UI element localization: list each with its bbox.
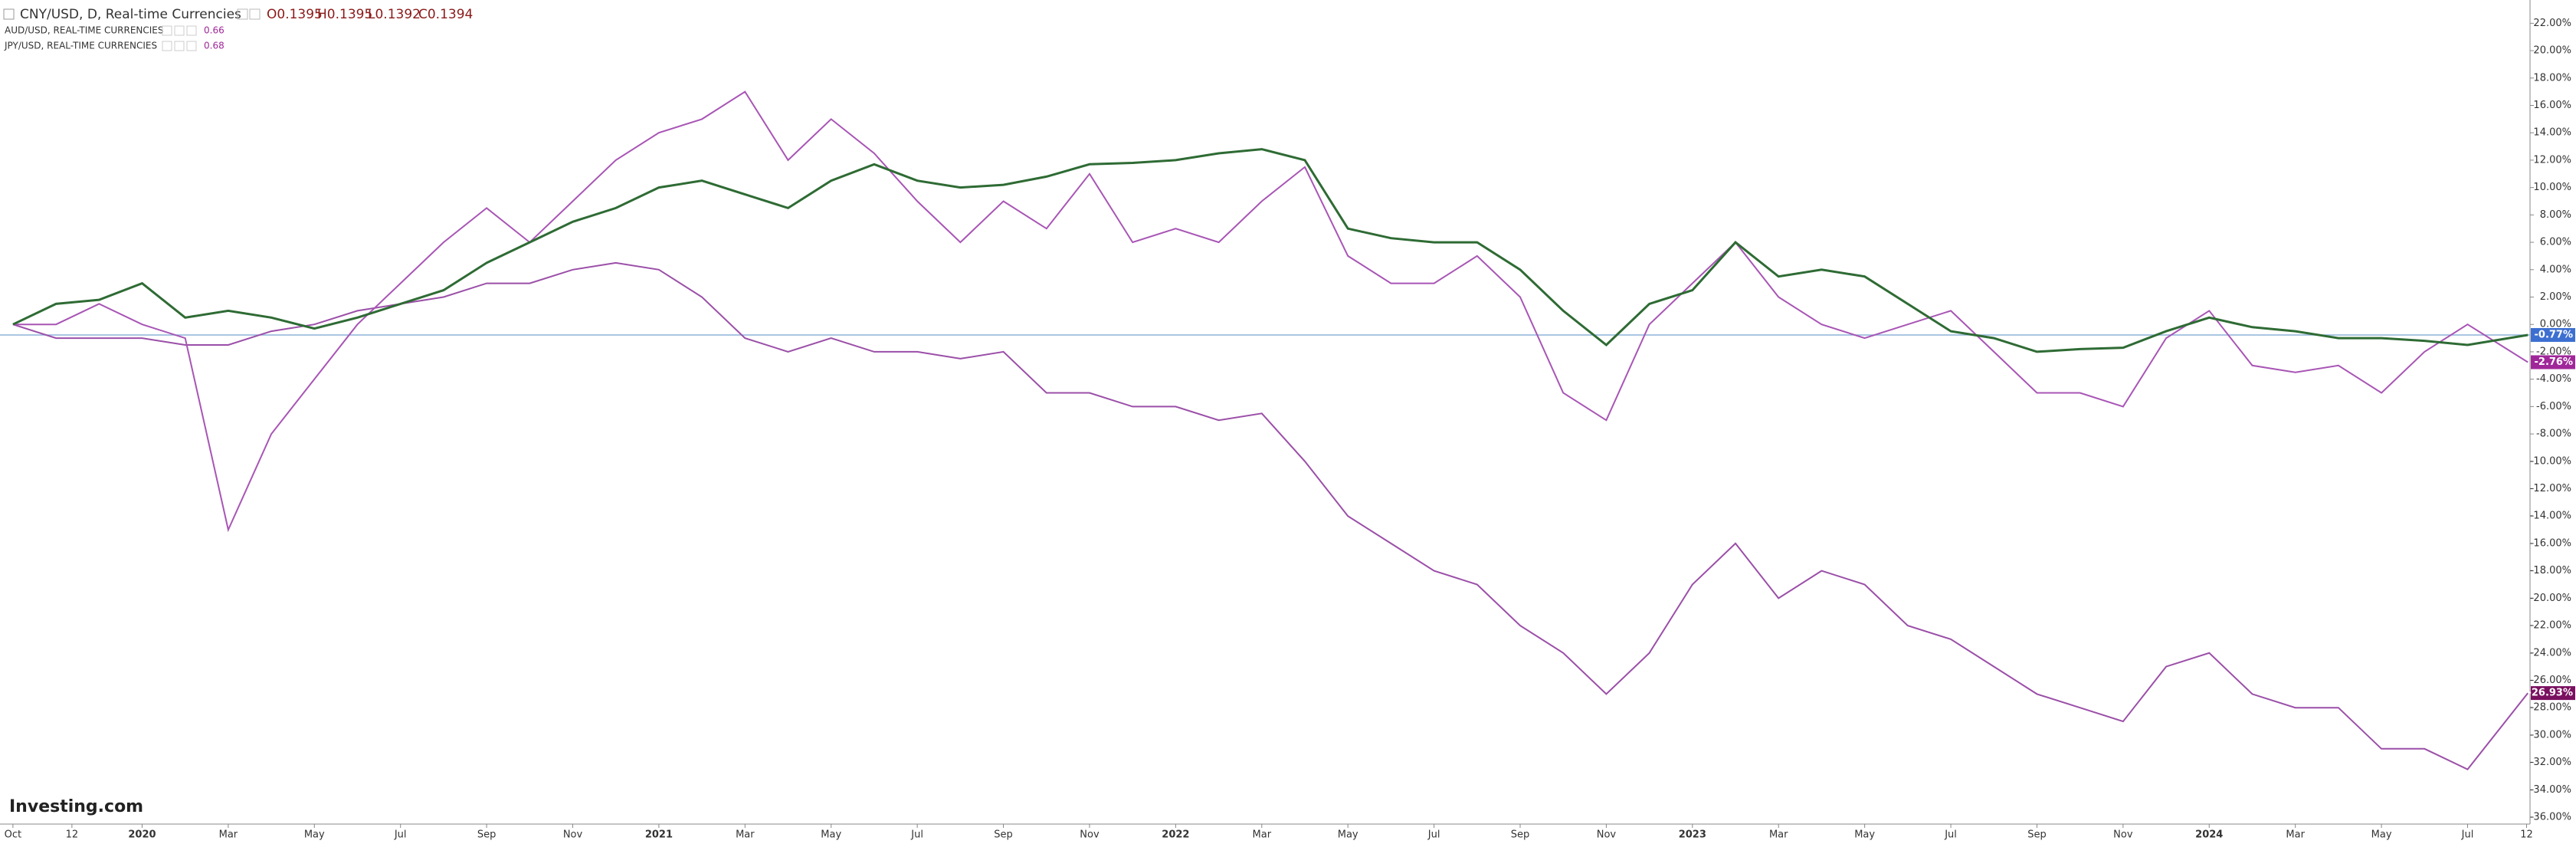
x-tick-label: Jul xyxy=(2461,829,2474,841)
last-value-label: -2.76% xyxy=(2535,356,2574,368)
y-tick-label: -18.00% xyxy=(2530,565,2571,576)
series-line xyxy=(12,261,2528,770)
ohlc-open: O0.1395 xyxy=(267,7,323,22)
y-tick-label: 6.00% xyxy=(2540,237,2571,248)
y-tick-label: -20.00% xyxy=(2530,593,2571,604)
x-tick-label: 2023 xyxy=(1679,829,1706,841)
ohlc-low: L0.1392 xyxy=(368,7,421,22)
y-tick-label: -4.00% xyxy=(2536,373,2571,385)
legend-label: AUD/USD, REAL-TIME CURRENCIES xyxy=(5,25,164,36)
x-tick-label: 2022 xyxy=(1162,829,1189,841)
logo: Investing.com xyxy=(9,797,143,816)
x-tick-label: Nov xyxy=(563,829,583,841)
x-tick-label: Nov xyxy=(1080,829,1100,841)
x-tick-label: 12 xyxy=(66,829,79,841)
x-tick-label: Oct xyxy=(5,829,21,841)
collapse-icon[interactable] xyxy=(3,8,15,20)
y-tick-label: 22.00% xyxy=(2533,18,2571,29)
icon[interactable] xyxy=(162,41,172,51)
y-tick-label: -2.00% xyxy=(2536,346,2571,357)
x-tick-label: Nov xyxy=(1597,829,1617,841)
y-tick-label: -14.00% xyxy=(2530,511,2571,522)
y-tick-label: -16.00% xyxy=(2530,537,2571,549)
last-value-box xyxy=(2531,355,2575,369)
y-tick-label: -10.00% xyxy=(2530,455,2571,467)
y-tick-label: -36.00% xyxy=(2530,812,2571,823)
x-tick-label: Mar xyxy=(736,829,755,841)
y-tick-label: -34.00% xyxy=(2530,784,2571,796)
legend-value: 0.66 xyxy=(204,25,224,36)
x-tick-label: Mar xyxy=(2286,829,2305,841)
y-tick-label: -26.00% xyxy=(2530,675,2571,686)
y-tick-label: -8.00% xyxy=(2536,429,2571,440)
x-tick-label: Sep xyxy=(994,829,1013,841)
ohlc-close: C0.1394 xyxy=(418,7,473,22)
x-tick-label: 2020 xyxy=(128,829,156,841)
y-tick-label: 20.00% xyxy=(2533,45,2571,57)
series-line xyxy=(12,90,2528,533)
y-tick-label: 8.00% xyxy=(2540,209,2571,221)
x-tick-label: 12 xyxy=(2520,829,2533,841)
y-tick-label: 2.00% xyxy=(2540,291,2571,303)
x-tick-label: 2024 xyxy=(2195,829,2223,841)
y-tick-label: -28.00% xyxy=(2530,702,2571,714)
x-tick-label: Sep xyxy=(2027,829,2047,841)
symbol-title: CNY/USD, D, Real-time Currencies xyxy=(20,7,241,22)
y-tick-label: 12.00% xyxy=(2533,154,2571,166)
x-tick-label: May xyxy=(821,829,841,841)
x-tick-label: Jul xyxy=(1944,829,1957,841)
y-tick-label: 4.00% xyxy=(2540,264,2571,275)
y-tick-label: 14.00% xyxy=(2533,127,2571,139)
last-value-label: -26.93% xyxy=(2527,688,2573,699)
y-tick-label: 10.00% xyxy=(2533,182,2571,193)
x-tick-label: Jul xyxy=(910,829,923,841)
y-tick-label: -24.00% xyxy=(2530,647,2571,658)
last-value-label: -0.77% xyxy=(2535,329,2574,340)
y-tick-label: -32.00% xyxy=(2530,757,2571,768)
y-tick-label: 16.00% xyxy=(2533,100,2571,111)
x-tick-label: Jul xyxy=(394,829,407,841)
y-tick-label: -6.00% xyxy=(2536,401,2571,412)
y-tick-label: -22.00% xyxy=(2530,620,2571,632)
last-value-box xyxy=(2531,686,2575,701)
y-tick-label: -30.00% xyxy=(2530,729,2571,741)
icon[interactable] xyxy=(249,8,261,20)
legend-label: JPY/USD, REAL-TIME CURRENCIES xyxy=(4,41,157,51)
x-tick-label: Nov xyxy=(2113,829,2133,841)
x-tick-label: May xyxy=(2371,829,2392,841)
x-tick-label: May xyxy=(304,829,325,841)
ohlc-high: H0.1395 xyxy=(317,7,372,22)
icon[interactable] xyxy=(186,25,197,36)
last-value-box xyxy=(2531,327,2575,342)
y-tick-label: 0.00% xyxy=(2540,319,2571,330)
legend-value: 0.68 xyxy=(204,41,224,51)
icon[interactable] xyxy=(174,25,185,36)
series-line xyxy=(12,148,2528,353)
y-tick-label: 18.00% xyxy=(2533,72,2571,84)
x-tick-label: Mar xyxy=(1253,829,1272,841)
x-tick-label: May xyxy=(1854,829,1875,841)
x-tick-label: Sep xyxy=(1511,829,1530,841)
x-tick-label: Jul xyxy=(1427,829,1440,841)
icon[interactable] xyxy=(162,25,172,36)
icon[interactable] xyxy=(186,41,197,51)
y-tick-label: -12.00% xyxy=(2530,483,2571,494)
x-tick-label: May xyxy=(1338,829,1358,841)
x-tick-label: Mar xyxy=(219,829,238,841)
icon[interactable] xyxy=(237,8,248,20)
icon[interactable] xyxy=(174,41,185,51)
x-tick-label: 2021 xyxy=(645,829,673,841)
x-tick-label: Mar xyxy=(1769,829,1788,841)
x-tick-label: Sep xyxy=(477,829,497,841)
